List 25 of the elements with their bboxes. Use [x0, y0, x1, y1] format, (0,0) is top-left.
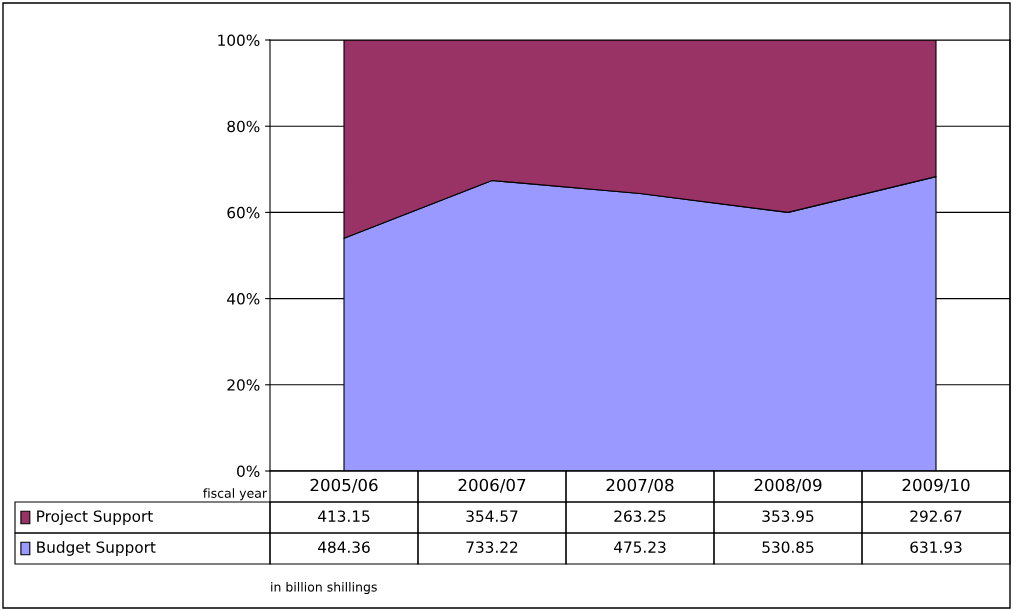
- text: 292.67: [910, 510, 962, 522]
- x-tick-label: 2005/06: [310, 478, 378, 493]
- x-tick-label: 2007/08: [606, 478, 674, 493]
- x-tick-label: 2008/09: [754, 478, 822, 493]
- text: 484.36: [318, 541, 370, 553]
- y-tick-label: 80%: [227, 120, 260, 133]
- y-tick-label: 20%: [227, 379, 260, 391]
- text: in billion shillings: [271, 581, 377, 595]
- x-tick-label: 2006/07: [458, 478, 526, 493]
- legend-label: Project Support: [37, 510, 153, 525]
- x-tick-label: 2009/10: [902, 478, 970, 493]
- text: 353.95: [762, 510, 814, 522]
- y-tick-label: 0%: [237, 465, 260, 478]
- text: fiscal year: [203, 488, 268, 501]
- text: 631.93: [910, 541, 962, 553]
- legend-label: Budget Support: [37, 541, 156, 556]
- text: 354.57: [466, 510, 518, 522]
- y-tick-label: 40%: [227, 293, 260, 305]
- text: 733.22: [466, 541, 518, 553]
- text: 263.25: [614, 510, 666, 522]
- y-tick-label: 60%: [227, 206, 260, 219]
- text: 413.15: [318, 510, 370, 522]
- text: 530.85: [762, 541, 814, 553]
- y-tick-label: 100%: [218, 34, 260, 47]
- text: 475.23: [614, 541, 666, 553]
